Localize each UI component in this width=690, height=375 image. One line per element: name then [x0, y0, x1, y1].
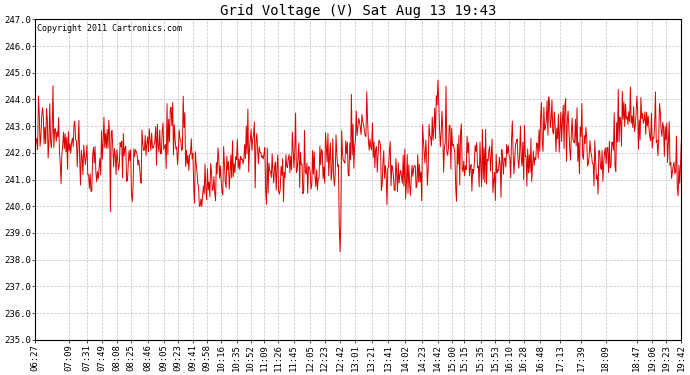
Text: Copyright 2011 Cartronics.com: Copyright 2011 Cartronics.com — [37, 24, 181, 33]
Title: Grid Voltage (V) Sat Aug 13 19:43: Grid Voltage (V) Sat Aug 13 19:43 — [220, 4, 497, 18]
